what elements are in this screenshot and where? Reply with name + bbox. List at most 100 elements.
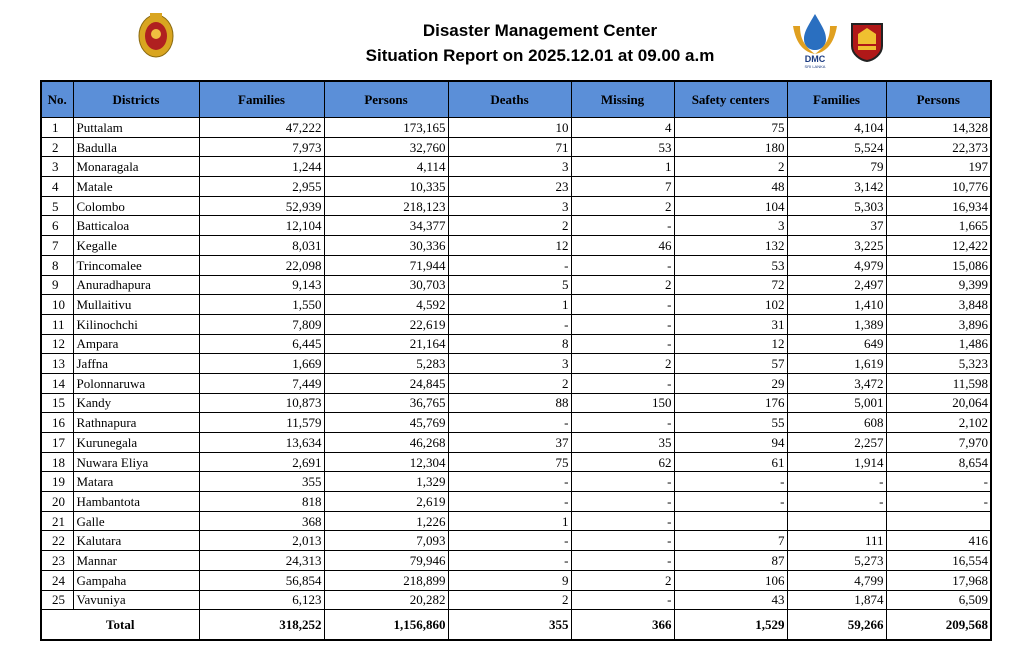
table-cell: 3,225 [786, 235, 887, 256]
column-header: Safety centers [673, 80, 788, 118]
table-cell: 20 [40, 491, 74, 512]
table-cell: 11,579 [198, 412, 325, 433]
table-row: 24 Gampaha 56,854 218,899 9 2 106 4,799 17,968 [40, 569, 992, 591]
table-cell: 55 [673, 412, 788, 433]
table-cell: 1,486 [885, 333, 992, 355]
table-cell: 4,799 [786, 569, 887, 591]
table-cell: 4,592 [323, 294, 449, 315]
table-cell: - [570, 530, 675, 552]
table-cell: 355 [198, 471, 325, 493]
table-cell: - [570, 550, 675, 571]
situation-table: No. Districts Families Persons Deaths Missing… [40, 80, 992, 642]
table-cell: - [786, 471, 887, 493]
table-cell: 10 [447, 117, 572, 138]
table-cell: 15,086 [885, 254, 992, 276]
column-header: Missing [570, 80, 675, 118]
table-cell: 22,373 [885, 136, 992, 158]
table-cell: Galle [72, 510, 200, 532]
dmc-logo: DMC SRI LANKA [793, 14, 837, 69]
table-row: 21 Galle 368 1,226 1- [40, 510, 992, 532]
table-cell: 10,335 [323, 176, 449, 197]
table-cell: 9 [40, 274, 74, 296]
table-cell: 1,226 [323, 510, 449, 532]
table-cell: 3 [447, 195, 572, 217]
table-cell: 21 [40, 510, 74, 532]
table-cell: 12,304 [323, 451, 449, 473]
table-cell: Colombo [72, 195, 200, 217]
table-cell: Anuradhapura [72, 274, 200, 296]
table-cell [885, 510, 992, 532]
ministry-logo [851, 23, 883, 62]
table-cell: 7 [40, 235, 74, 256]
table-cell: 14 [40, 372, 74, 394]
table-cell: 48 [673, 176, 788, 197]
table-cell: 3 [673, 215, 788, 237]
total-cell: 1,156,860 [323, 609, 449, 641]
table-cell: 37 [447, 432, 572, 453]
table-cell: 132 [673, 235, 788, 256]
table-cell: 3 [40, 156, 74, 178]
table-cell: - [570, 254, 675, 276]
table-cell: - [447, 550, 572, 571]
table-cell: 30,336 [323, 235, 449, 256]
table-cell: 72 [673, 274, 788, 296]
table-cell: 2,257 [786, 432, 887, 453]
table-cell: - [447, 530, 572, 552]
table-cell: 7 [673, 530, 788, 552]
table-cell: 173,165 [323, 117, 449, 138]
table-row: 3 Monaragala 1,244 4,114 3 1 2 79 197 [40, 156, 992, 178]
table-cell: 46,268 [323, 432, 449, 453]
table-cell: 368 [198, 510, 325, 532]
table-cell: 3 [447, 353, 572, 374]
table-cell: 62 [570, 451, 675, 473]
header-row: No. Districts Families Persons Deaths Missing… [40, 80, 992, 118]
table-cell: 7,449 [198, 372, 325, 394]
table-cell: 5,273 [786, 550, 887, 571]
table-cell: 20,064 [885, 392, 992, 414]
table-cell: 104 [673, 195, 788, 217]
table-cell: 102 [673, 294, 788, 315]
table-cell: Matale [72, 176, 200, 197]
table-cell: 2 [447, 589, 572, 611]
table-cell: Puttalam [72, 117, 200, 138]
table-cell: - [447, 254, 572, 276]
table-cell: 1,914 [786, 451, 887, 473]
table-cell: 47,222 [198, 117, 325, 138]
table-cell: 1,669 [198, 353, 325, 374]
table-cell: 3 [447, 156, 572, 178]
table-cell [786, 510, 887, 532]
table-cell: 218,899 [323, 569, 449, 591]
table-cell: 7,093 [323, 530, 449, 552]
table-cell: 79 [786, 156, 887, 178]
table-cell: - [570, 333, 675, 355]
table-cell: - [570, 313, 675, 335]
table-cell: Mullaitivu [72, 294, 200, 315]
table-cell: 1,329 [323, 471, 449, 493]
table-cell: 7,973 [198, 136, 325, 158]
table-cell: 1,874 [786, 589, 887, 611]
table-cell: 6,445 [198, 333, 325, 355]
column-header: Persons [885, 80, 992, 118]
table-row: 1 Puttalam 47,222 173,165 10 4 75 4,104 14,328 [40, 117, 992, 138]
table-cell: 35 [570, 432, 675, 453]
table-cell: 34,377 [323, 215, 449, 237]
table-cell: 6,509 [885, 589, 992, 611]
table-cell: 2,497 [786, 274, 887, 296]
table-cell: 180 [673, 136, 788, 158]
table-cell: Badulla [72, 136, 200, 158]
table-cell: 75 [447, 451, 572, 473]
table-cell: - [447, 313, 572, 335]
total-cell: 1,529 [673, 609, 788, 641]
table-cell: 9,143 [198, 274, 325, 296]
table-cell: - [570, 491, 675, 512]
table-cell: 52,939 [198, 195, 325, 217]
table-cell: 12 [447, 235, 572, 256]
total-cell: Total [40, 609, 200, 641]
table-cell: 71 [447, 136, 572, 158]
table-cell: 11 [40, 313, 74, 335]
table-cell: 1,665 [885, 215, 992, 237]
table-cell: 25 [40, 589, 74, 611]
table-row: 18 Nuwara Eliya 2,691 12,304 75 62 61 1,914 8,65… [40, 451, 992, 473]
table-cell: - [885, 491, 992, 512]
table-cell: - [570, 510, 675, 532]
